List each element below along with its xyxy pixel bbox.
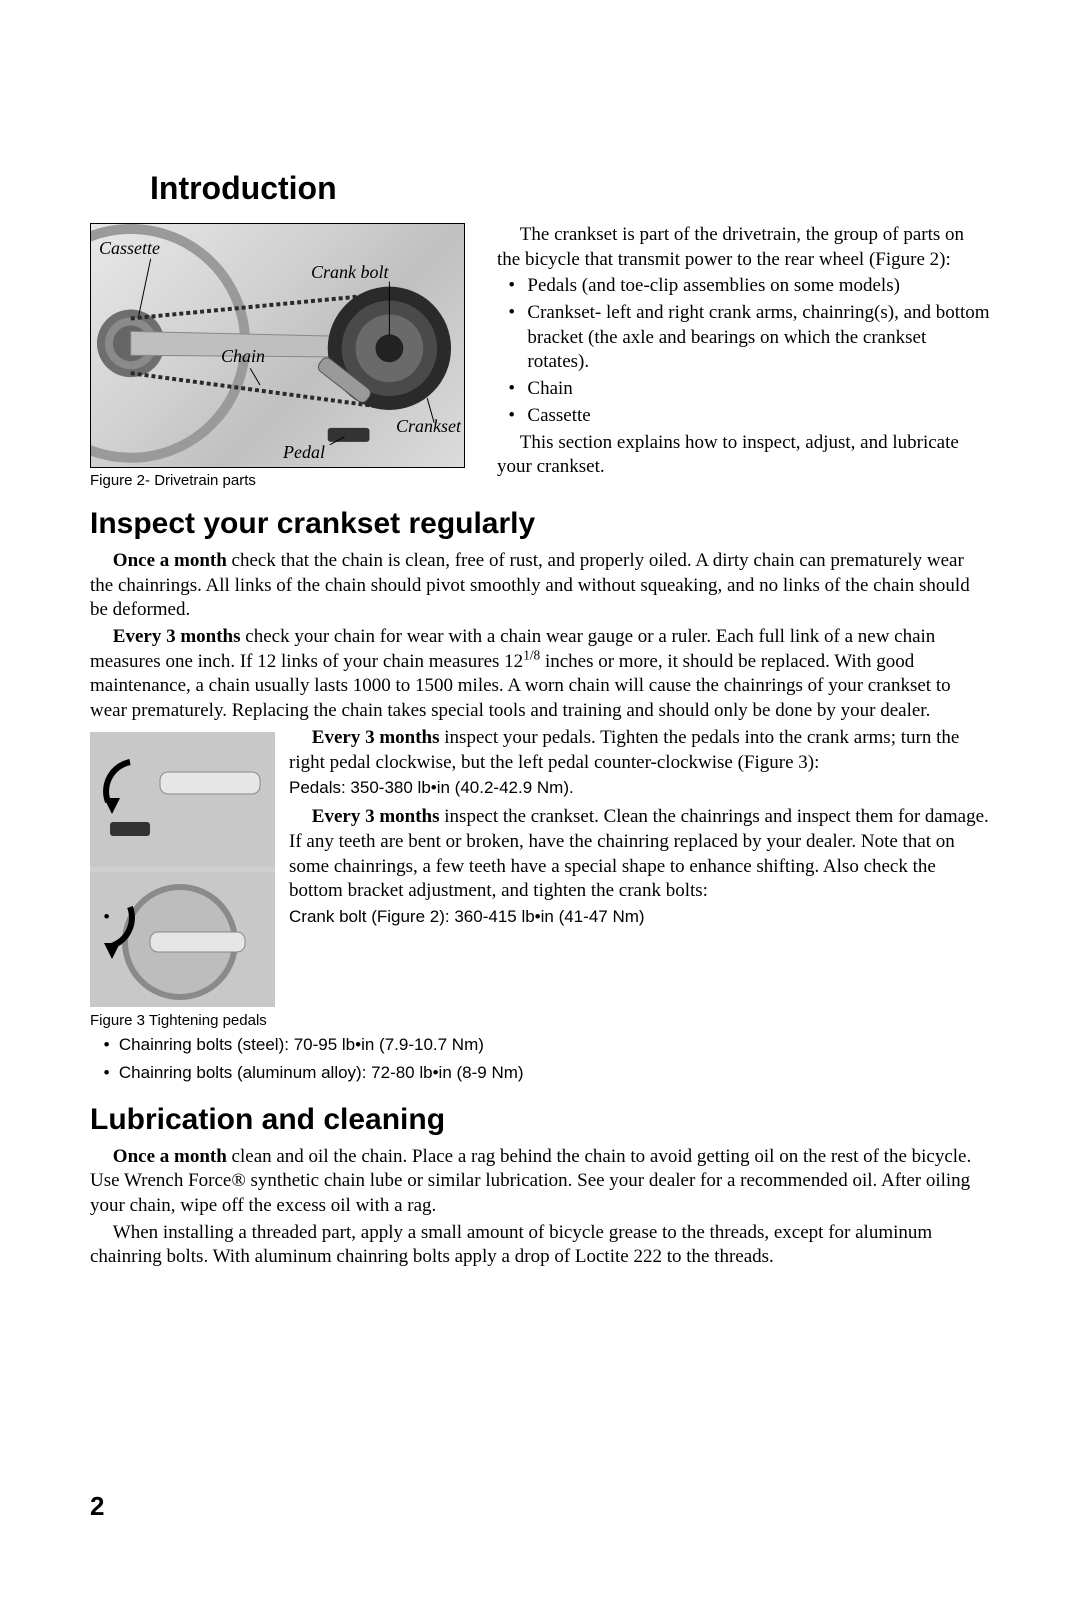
bold-once-a-month: Once a month [113, 550, 227, 571]
spec-list-crank: Crank bolt (Figure 2): 360-415 lb•in (41… [90, 906, 990, 928]
spec-item: Crank bolt (Figure 2): 360-415 lb•in (41… [104, 906, 990, 928]
intro-bullet: Pedals (and toe-clip assemblies on some … [508, 274, 990, 299]
bold-once-a-month: Once a month [113, 1146, 227, 1167]
intro-paragraph-2: This section explains how to inspect, ad… [497, 431, 990, 480]
label-crankset: Crankset [396, 416, 461, 437]
bold-every-3-months: Every 3 months [312, 806, 440, 827]
figure-3-caption: Figure 3 Tightening pedals [90, 1011, 275, 1031]
label-cassette: Cassette [99, 238, 160, 259]
heading-introduction: Introduction [150, 170, 990, 207]
figure-2-caption: Figure 2- Drivetrain parts [90, 472, 465, 489]
spec-list-chainring: Chainring bolts (steel): 70-95 lb•in (7.… [90, 1034, 990, 1084]
intro-text: The crankset is part of the drivetrain, … [497, 223, 990, 482]
figure-2-column: Cassette Crank bolt Chain Crankset Pedal… [90, 223, 465, 489]
lubrication-section: Once a month clean and oil the chain. Pl… [90, 1145, 990, 1270]
intro-bullet-list: Pedals (and toe-clip assemblies on some … [497, 274, 990, 428]
label-pedal: Pedal [283, 442, 325, 463]
spec-list-pedals: Pedals: 350-380 lb•in (40.2-42.9 Nm). [90, 777, 990, 799]
intro-bullet: Crankset- left and right crank arms, cha… [508, 301, 990, 375]
page-number: 2 [90, 1491, 104, 1522]
spec-item: Pedals: 350-380 lb•in (40.2-42.9 Nm). [104, 777, 990, 799]
inspect-para-chainwear: Every 3 months check your chain for wear… [90, 625, 990, 724]
inspect-para-monthly: Once a month check that the chain is cle… [90, 549, 990, 623]
intro-bullet: Cassette [508, 404, 990, 429]
figure-3-tightening-pedals [90, 732, 275, 1007]
figure-2-drivetrain: Cassette Crank bolt Chain Crankset Pedal [90, 223, 465, 468]
bold-every-3-months: Every 3 months [312, 727, 440, 748]
spec-item: Chainring bolts (aluminum alloy): 72-80 … [104, 1062, 990, 1084]
pedal-tightening-illustration [90, 732, 275, 1007]
heading-lubrication: Lubrication and cleaning [90, 1103, 990, 1137]
lube-para-2: When installing a threaded part, apply a… [90, 1221, 990, 1270]
lube-para-1: Once a month clean and oil the chain. Pl… [90, 1145, 990, 1219]
fraction-sup: 1/8 [523, 647, 540, 662]
heading-inspect: Inspect your crankset regularly [90, 507, 990, 541]
label-crank-bolt: Crank bolt [311, 262, 389, 283]
label-chain: Chain [221, 346, 265, 367]
spec-item: Chainring bolts (steel): 70-95 lb•in (7.… [104, 1034, 990, 1056]
inspect-section: Once a month check that the chain is cle… [90, 549, 990, 1085]
intro-bullet: Chain [508, 377, 990, 402]
intro-row: Cassette Crank bolt Chain Crankset Pedal… [90, 223, 990, 489]
intro-paragraph-1: The crankset is part of the drivetrain, … [497, 223, 990, 272]
bold-every-3-months: Every 3 months [113, 626, 241, 647]
